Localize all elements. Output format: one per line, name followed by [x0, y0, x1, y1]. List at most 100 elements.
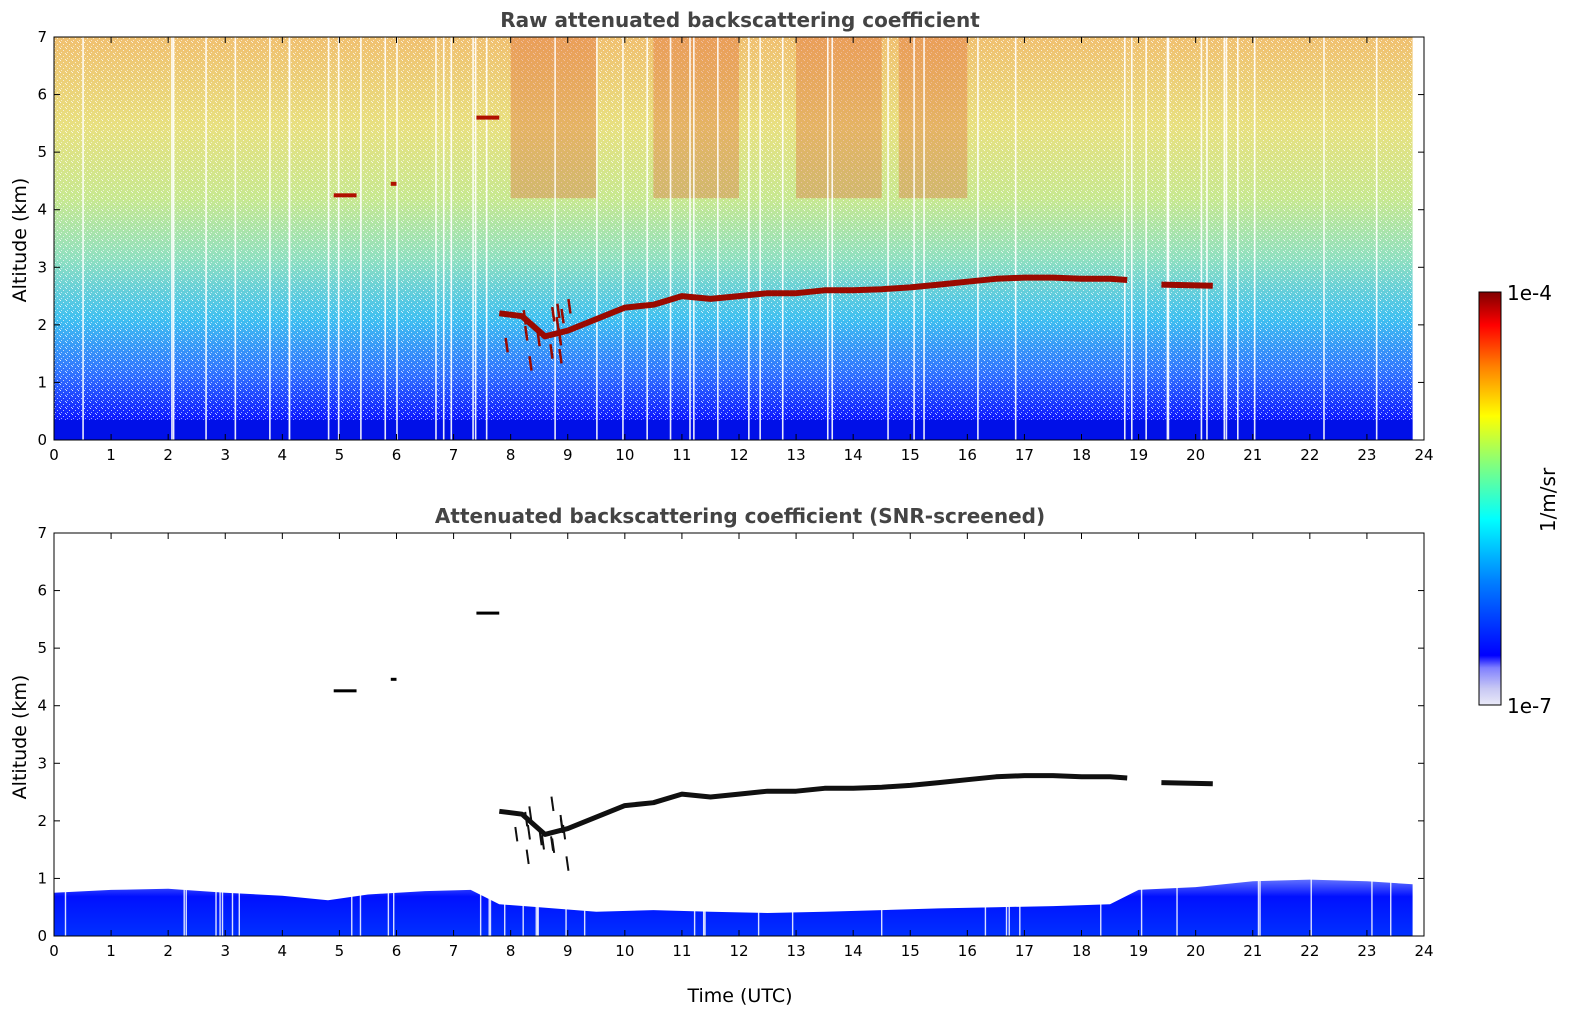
screened-x-tick-label: 5 [335, 942, 345, 960]
raw-y-tick-label: 7 [37, 28, 47, 46]
screened-data-gap [1100, 872, 1102, 936]
raw-data-gap [1014, 37, 1017, 440]
raw-x-tick-label: 3 [220, 446, 230, 464]
screened-data-gap [1140, 872, 1143, 936]
raw-data-gap [172, 37, 175, 440]
raw-precip-streak [560, 308, 565, 324]
raw-x-tick-label: 10 [615, 446, 634, 464]
raw-x-tick-label: 17 [1015, 446, 1034, 464]
screened-precip-streak [562, 824, 567, 840]
screened-data-gap [183, 872, 185, 936]
screened-data-gap [565, 872, 567, 936]
screened-data-gap [693, 872, 696, 936]
screened-data-gap [535, 872, 537, 936]
screened-x-tick-label: 2 [163, 942, 173, 960]
screened-x-tick-label: 24 [1414, 942, 1433, 960]
raw-data-gap [234, 37, 237, 440]
raw-data-gap [82, 37, 84, 440]
screened-x-tick-label: 18 [1072, 942, 1091, 960]
colorbar: 1e-4 1e-7 1/m/sr [1478, 281, 1560, 718]
screened-plot-area [54, 611, 1413, 936]
screened-data-gap [702, 872, 705, 936]
raw-data-gap [360, 37, 362, 440]
raw-elevated-feature [476, 115, 500, 120]
screened-precip-streak [538, 830, 543, 846]
screened-x-tick-label: 19 [1129, 942, 1148, 960]
raw-y-axis-label: Altitude (km) [9, 178, 31, 303]
screened-x-tick-label: 4 [278, 942, 288, 960]
raw-data-gap [669, 37, 672, 440]
screened-y-tick-label: 7 [37, 524, 47, 542]
screened-data-gap [1310, 872, 1312, 936]
raw-x-tick-label: 16 [958, 446, 977, 464]
screened-data-gap [1008, 872, 1010, 936]
raw-x-tick-label: 22 [1300, 446, 1319, 464]
screened-y-tick-label: 6 [37, 582, 47, 600]
screened-y-tick-label: 3 [37, 754, 47, 772]
raw-data-gap [1225, 37, 1228, 440]
panel-screened: Attenuated backscattering coefficient (S… [9, 504, 1434, 1007]
screened-x-tick-label: 10 [615, 942, 634, 960]
raw-precip-streak [558, 348, 563, 364]
raw-precip-streak [504, 337, 509, 353]
raw-data-gap [327, 37, 330, 440]
raw-precip-streak [528, 356, 533, 371]
raw-data-gap [596, 37, 598, 440]
raw-x-tick-label: 24 [1414, 446, 1433, 464]
screened-x-tick-label: 1 [106, 942, 116, 960]
screened-x-tick-label: 13 [787, 942, 806, 960]
raw-data-gap [1253, 37, 1256, 440]
raw-data-gap [1200, 37, 1203, 440]
raw-x-tick-label: 19 [1129, 446, 1148, 464]
screened-data-gap [221, 872, 224, 936]
raw-elevated-feature [333, 193, 357, 198]
raw-data-gap [554, 37, 556, 440]
screened-y-tick-label: 4 [37, 697, 47, 715]
raw-x-tick-label: 0 [49, 446, 59, 464]
panel-screened-title: Attenuated backscattering coefficient (S… [435, 504, 1045, 528]
screened-data-gap [1005, 872, 1008, 936]
screened-precip-streak [540, 834, 545, 850]
raw-x-tick-label: 14 [844, 446, 863, 464]
screened-x-tick-label: 22 [1300, 942, 1319, 960]
screened-x-tick-label: 7 [449, 942, 459, 960]
screened-data-gap [1259, 872, 1261, 936]
screened-y-axis-label: Altitude (km) [9, 675, 31, 800]
raw-x-tick-label: 7 [449, 446, 459, 464]
raw-precip-streak [524, 325, 529, 341]
raw-plot-area [54, 37, 1413, 440]
raw-data-gap [450, 37, 453, 440]
screened-data-gap [488, 872, 490, 936]
screened-data-gap [984, 872, 987, 936]
raw-data-gap [485, 37, 488, 440]
raw-x-tick-label: 21 [1243, 446, 1262, 464]
screened-data-gap [219, 872, 221, 936]
raw-data-gap [622, 37, 624, 440]
screened-y-tick-label: 0 [37, 927, 47, 945]
raw-y-tick-label: 2 [37, 316, 47, 334]
raw-data-gap [1237, 37, 1239, 440]
raw-data-gap [748, 37, 750, 440]
raw-axes: 0 1 2 3 4 5 6 7 8 9 10 11 12 13 14 15 16 17 18 19 20 21 22 23 24… [37, 28, 1433, 464]
screened-y-tick-label: 1 [37, 869, 47, 887]
screened-precip-streak [559, 818, 564, 834]
raw-noise-patch [796, 37, 882, 199]
raw-data-gap [435, 37, 437, 440]
raw-x-tick-label: 12 [729, 446, 748, 464]
screened-data-gap [881, 872, 883, 936]
raw-data-gap [913, 37, 915, 440]
raw-y-tick-label: 4 [37, 201, 47, 219]
raw-data-gap [384, 37, 387, 440]
screened-data-gap [238, 872, 240, 936]
raw-x-tick-label: 4 [278, 446, 288, 464]
screened-precip-streak [550, 796, 555, 812]
raw-data-gap [205, 37, 207, 440]
raw-data-gap [831, 37, 834, 440]
screened-y-tick-label: 2 [37, 812, 47, 830]
raw-data-gap [646, 37, 648, 440]
screened-x-tick-label: 21 [1243, 942, 1262, 960]
raw-x-tick-label: 11 [672, 446, 691, 464]
screened-data-gap [791, 872, 794, 936]
screened-data-gap [359, 872, 362, 936]
raw-y-tick-label: 0 [37, 431, 47, 449]
